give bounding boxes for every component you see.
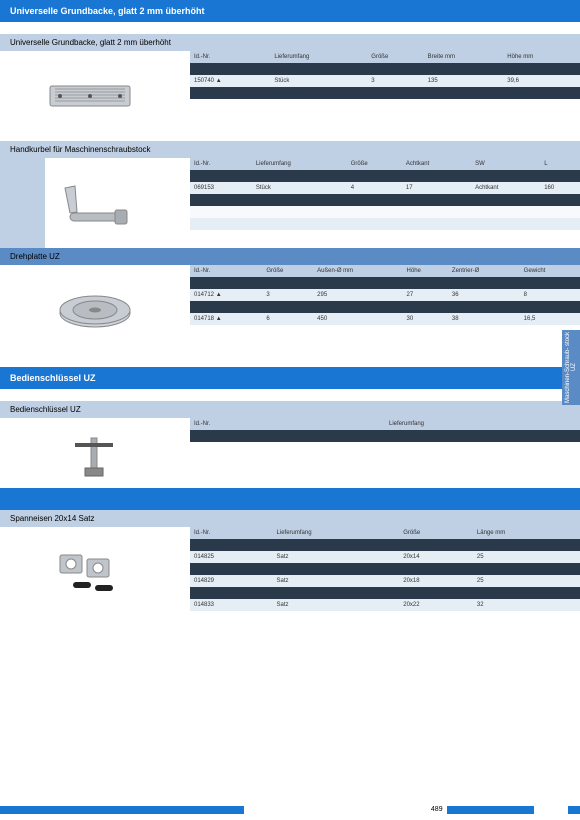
section-5-content: Id.-Nr. Lieferumfang Größe Länge mm 0148… [0, 527, 580, 617]
section-5-blue-title [0, 488, 580, 510]
section-2-table: Id.-Nr. Lieferumfang Größe Achtkant SW L… [190, 158, 580, 230]
section-4-subtitle: Bedienschlüssel UZ [0, 401, 580, 418]
product-image-2 [0, 158, 190, 248]
side-tab: Maschinen-Schraub- stock UZ [562, 330, 580, 405]
section-4-content: Id.-Nr. Lieferumfang [0, 418, 580, 488]
section-4-blue-title: Bedienschlüssel UZ [0, 367, 580, 389]
section-5-subtitle: Spanneisen 20x14 Satz [0, 510, 580, 527]
section-4-table: Id.-Nr. Lieferumfang [190, 418, 580, 442]
section-2-subtitle: Handkurbel für Maschinenschraubstock [0, 141, 580, 158]
section-1-content: Id.-Nr. Lieferumfang Größe Breite mm Höh… [0, 51, 580, 141]
section-3-subtitle: Drehplatte UZ [0, 248, 580, 265]
footer-bar: 489 [0, 806, 580, 814]
product-image-1 [0, 51, 190, 141]
section-3-content: Id.-Nr. Größe Außen-Ø mm Höhe Zentrier-Ø… [0, 265, 580, 355]
section-1-blue-title: Universelle Grundbacke, glatt 2 mm überh… [0, 0, 580, 22]
section-5-table: Id.-Nr. Lieferumfang Größe Länge mm 0148… [190, 527, 580, 611]
product-image-4 [0, 418, 190, 488]
section-2-content: Id.-Nr. Lieferumfang Größe Achtkant SW L… [0, 158, 580, 248]
product-image-3 [0, 265, 190, 355]
section-1-subtitle: Universelle Grundbacke, glatt 2 mm überh… [0, 34, 580, 51]
section-1-table: Id.-Nr. Lieferumfang Größe Breite mm Höh… [190, 51, 580, 99]
product-image-5 [0, 527, 190, 617]
section-3-table: Id.-Nr. Größe Außen-Ø mm Höhe Zentrier-Ø… [190, 265, 580, 325]
